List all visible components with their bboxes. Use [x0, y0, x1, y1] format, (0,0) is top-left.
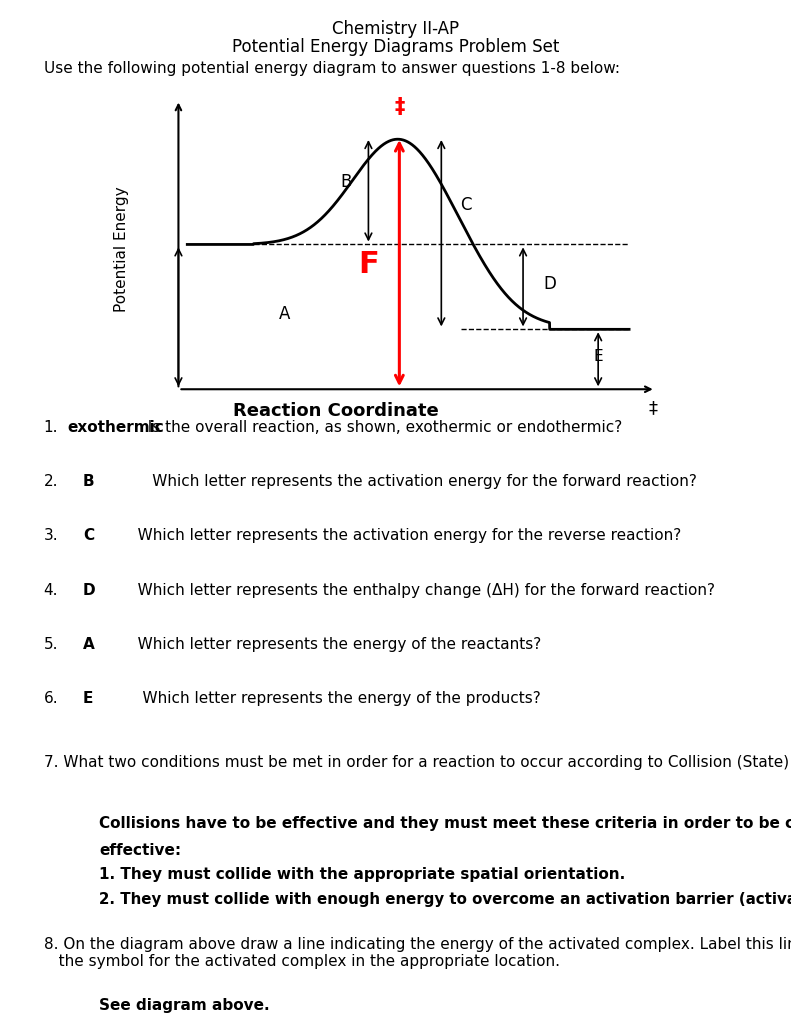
Text: See diagram above.: See diagram above.	[99, 998, 270, 1014]
Text: 1.: 1.	[44, 420, 58, 435]
Text: B: B	[341, 173, 352, 191]
Text: 2. They must collide with enough energy to overcome an activation barrier (activ: 2. They must collide with enough energy …	[99, 892, 791, 907]
Text: exothermic: exothermic	[67, 420, 164, 435]
Text: A: A	[278, 305, 290, 324]
Text: 6.: 6.	[44, 691, 58, 707]
Text: Potential Energy: Potential Energy	[113, 186, 128, 312]
Text: E: E	[593, 349, 603, 365]
Text: 4.: 4.	[44, 583, 58, 598]
Text: Which letter represents the enthalpy change (ΔH) for the forward reaction?: Which letter represents the enthalpy cha…	[123, 583, 714, 598]
Text: 7. What two conditions must be met in order for a reaction to occur according to: 7. What two conditions must be met in or…	[44, 755, 791, 770]
Text: A: A	[83, 637, 95, 652]
Text: 8. On the diagram above draw a line indicating the energy of the activated compl: 8. On the diagram above draw a line indi…	[44, 937, 791, 970]
Text: Potential Energy Diagrams Problem Set: Potential Energy Diagrams Problem Set	[232, 38, 559, 56]
Text: Reaction Coordinate: Reaction Coordinate	[233, 402, 439, 421]
Text: Which letter represents the activation energy for the reverse reaction?: Which letter represents the activation e…	[123, 528, 681, 544]
Text: 1. They must collide with the appropriate spatial orientation.: 1. They must collide with the appropriat…	[99, 867, 625, 883]
Text: Chemistry II-AP: Chemistry II-AP	[332, 20, 459, 39]
Text: B: B	[83, 474, 95, 489]
Text: Which letter represents the energy of the reactants?: Which letter represents the energy of th…	[123, 637, 541, 652]
Text: 3.: 3.	[44, 528, 58, 544]
Text: Which letter represents the activation energy for the forward reaction?: Which letter represents the activation e…	[123, 474, 697, 489]
Text: C: C	[83, 528, 94, 544]
Text: Which letter represents the energy of the products?: Which letter represents the energy of th…	[123, 691, 540, 707]
Text: Is the overall reaction, as shown, exothermic or endothermic?: Is the overall reaction, as shown, exoth…	[138, 420, 623, 435]
Text: F: F	[358, 250, 379, 279]
Text: Use the following potential energy diagram to answer questions 1-8 below:: Use the following potential energy diagr…	[44, 61, 619, 77]
Text: ‡: ‡	[394, 97, 404, 117]
Text: 5.: 5.	[44, 637, 58, 652]
Text: effective:: effective:	[99, 843, 181, 858]
Text: Collisions have to be effective and they must meet these criteria in order to be: Collisions have to be effective and they…	[99, 816, 791, 831]
Text: 2.: 2.	[44, 474, 58, 489]
Text: ‡: ‡	[648, 399, 657, 418]
Text: C: C	[460, 196, 471, 213]
Text: D: D	[83, 583, 96, 598]
Text: D: D	[543, 275, 556, 294]
Text: E: E	[83, 691, 93, 707]
